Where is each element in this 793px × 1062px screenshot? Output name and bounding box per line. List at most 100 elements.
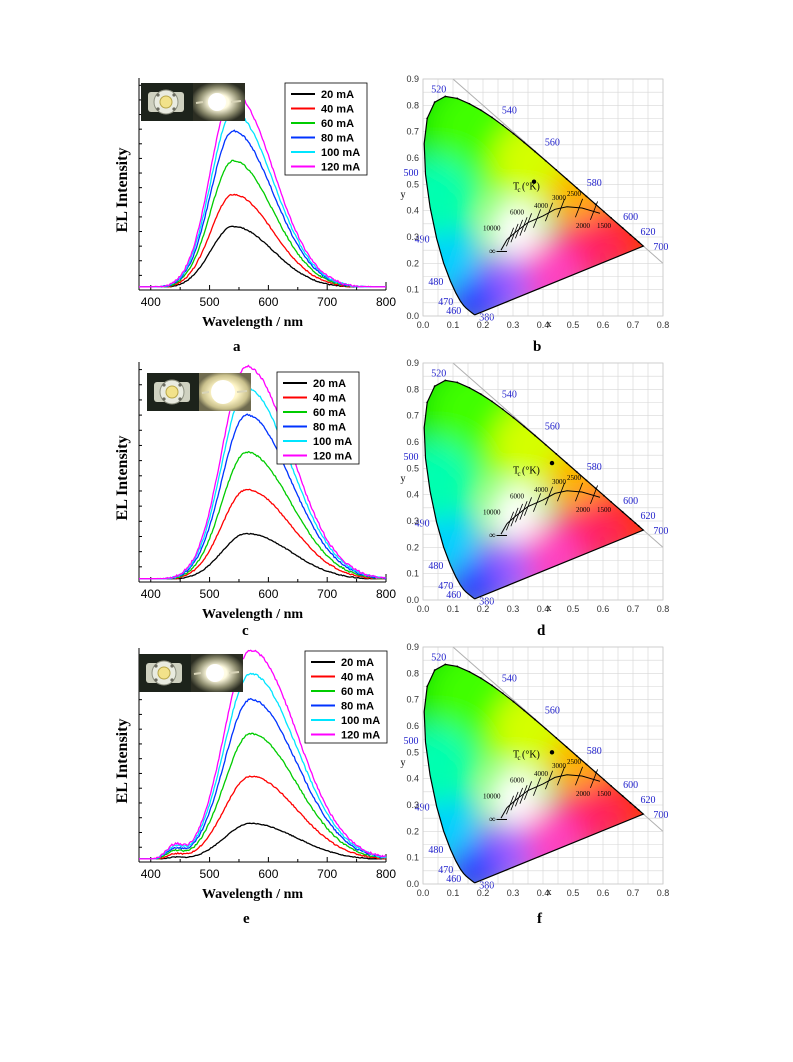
temp-label-4000: 4000 bbox=[534, 770, 549, 778]
cie-x-tick-label: 0.8 bbox=[657, 888, 670, 898]
legend-label: 80 mA bbox=[341, 701, 374, 713]
cie-x-tick-label: 0.6 bbox=[597, 888, 610, 898]
locus-tick bbox=[468, 670, 471, 673]
locus-tick bbox=[534, 150, 536, 153]
tc-label: T bbox=[513, 466, 519, 477]
locus-tick bbox=[585, 479, 588, 482]
cie-x-axis-label: x bbox=[547, 887, 552, 898]
locus-tick bbox=[468, 386, 471, 389]
legend-label: 80 mA bbox=[321, 133, 354, 145]
x-tick-label: 700 bbox=[317, 587, 337, 601]
isotherm-tick bbox=[575, 766, 583, 786]
isotherm-tick bbox=[506, 511, 514, 531]
wavelength-label: 460 bbox=[446, 306, 461, 317]
wavelength-label: 560 bbox=[545, 138, 560, 149]
spectrum-line-60ma bbox=[139, 159, 386, 288]
locus-tick bbox=[555, 737, 558, 739]
cie-x-axis-label: x bbox=[547, 319, 552, 330]
cie-x-tick-label: 0.8 bbox=[657, 604, 670, 614]
spectrum-line-120ma bbox=[139, 649, 387, 860]
temp-label-1500: 1500 bbox=[597, 506, 612, 514]
spectrum-line-60ma bbox=[139, 732, 387, 860]
wavelength-label: 460 bbox=[446, 590, 461, 601]
cie-x-tick-label: 0.4 bbox=[537, 888, 550, 898]
legend-label: 20 mA bbox=[321, 89, 354, 101]
locus-tick bbox=[512, 700, 515, 703]
cie-x-tick-label: 0.1 bbox=[447, 888, 460, 898]
locus-tick bbox=[565, 462, 568, 464]
locus-tick bbox=[585, 763, 588, 766]
panel-letter-c: c bbox=[242, 623, 249, 639]
locus-tick bbox=[433, 669, 436, 672]
panel-letter-b: b bbox=[533, 339, 542, 355]
x-axis-label: Wavelength / nm bbox=[202, 607, 303, 622]
locus-tick bbox=[565, 178, 568, 180]
led-screw-hole bbox=[178, 383, 182, 387]
isotherm-tick bbox=[545, 202, 553, 222]
isotherm-tick bbox=[510, 223, 519, 243]
temp-label-infinity: ∞ bbox=[489, 530, 495, 540]
panel-letter-d: d bbox=[537, 623, 546, 639]
locus-tick bbox=[602, 210, 605, 213]
panel-letter-f: f bbox=[537, 911, 542, 927]
cie-x-tick-label: 0.0 bbox=[417, 888, 430, 898]
temp-label-4000: 4000 bbox=[534, 486, 549, 494]
isotherm-tick bbox=[519, 501, 528, 520]
isotherm-tick bbox=[524, 213, 532, 232]
led-screw-hole bbox=[162, 383, 166, 387]
cie-x-tick-label: 0.4 bbox=[537, 320, 550, 330]
led-phosphor bbox=[157, 666, 171, 680]
locus-tick bbox=[629, 517, 632, 520]
y-axis-label: EL Intensity bbox=[114, 719, 131, 804]
isotherm-tick bbox=[557, 482, 565, 502]
locus-tick bbox=[444, 663, 447, 666]
led-screw-hole bbox=[154, 678, 158, 682]
cie-y-axis-label: y bbox=[401, 474, 406, 485]
cie-y-tick-label: 0.9 bbox=[406, 642, 419, 652]
spectrum-line-20ma bbox=[139, 225, 386, 288]
cie-x-tick-label: 0.5 bbox=[567, 320, 580, 330]
temp-label-10000: 10000 bbox=[483, 508, 501, 516]
cie-point bbox=[549, 750, 555, 755]
cie-x-tick-label: 0.2 bbox=[477, 888, 490, 898]
spectrum-line-120ma bbox=[139, 91, 386, 288]
gamut-color-blob bbox=[424, 441, 475, 522]
locus-tick bbox=[490, 400, 493, 403]
locus-tick bbox=[523, 709, 526, 712]
temp-label-4000: 4000 bbox=[534, 202, 549, 210]
locus-tick bbox=[544, 727, 547, 730]
legend-label: 100 mA bbox=[313, 436, 352, 448]
temp-label-3000: 3000 bbox=[552, 194, 567, 202]
gamut-color-blob bbox=[424, 210, 481, 291]
cie-point bbox=[549, 460, 555, 466]
x-tick-label: 700 bbox=[317, 867, 337, 881]
x-axis-label: Wavelength / nm bbox=[202, 315, 303, 330]
cie-frame bbox=[422, 78, 664, 317]
locus-tick bbox=[621, 795, 624, 797]
cie-y-tick-label: 0.8 bbox=[406, 384, 419, 394]
wavelength-label: 620 bbox=[640, 795, 655, 806]
led-lead-right bbox=[230, 100, 242, 103]
cie-y-tick-label: 0.6 bbox=[406, 153, 419, 163]
led-glow-core bbox=[211, 380, 235, 404]
cie-x-tick-label: 0.7 bbox=[627, 604, 640, 614]
locus-tick bbox=[544, 159, 547, 162]
y-axis-label: EL Intensity bbox=[114, 436, 131, 521]
cie-y-tick-label: 0.5 bbox=[406, 463, 419, 473]
wavelength-label: 700 bbox=[653, 242, 668, 253]
temp-label-6000: 6000 bbox=[510, 209, 525, 217]
isotherm-tick bbox=[545, 486, 553, 506]
cie-y-tick-label: 0.2 bbox=[406, 542, 419, 552]
cie-y-tick-label: 0.4 bbox=[406, 490, 419, 500]
temp-label-infinity: ∞ bbox=[489, 246, 495, 256]
locus-tick bbox=[575, 754, 578, 757]
cie-y-tick-label: 0.5 bbox=[406, 747, 419, 757]
locus-tick bbox=[512, 132, 515, 135]
isotherm-tick bbox=[510, 791, 519, 811]
temp-label-infinity: ∞ bbox=[489, 814, 495, 824]
tc-label: T bbox=[513, 750, 519, 761]
temp-label-2500: 2500 bbox=[567, 758, 582, 766]
